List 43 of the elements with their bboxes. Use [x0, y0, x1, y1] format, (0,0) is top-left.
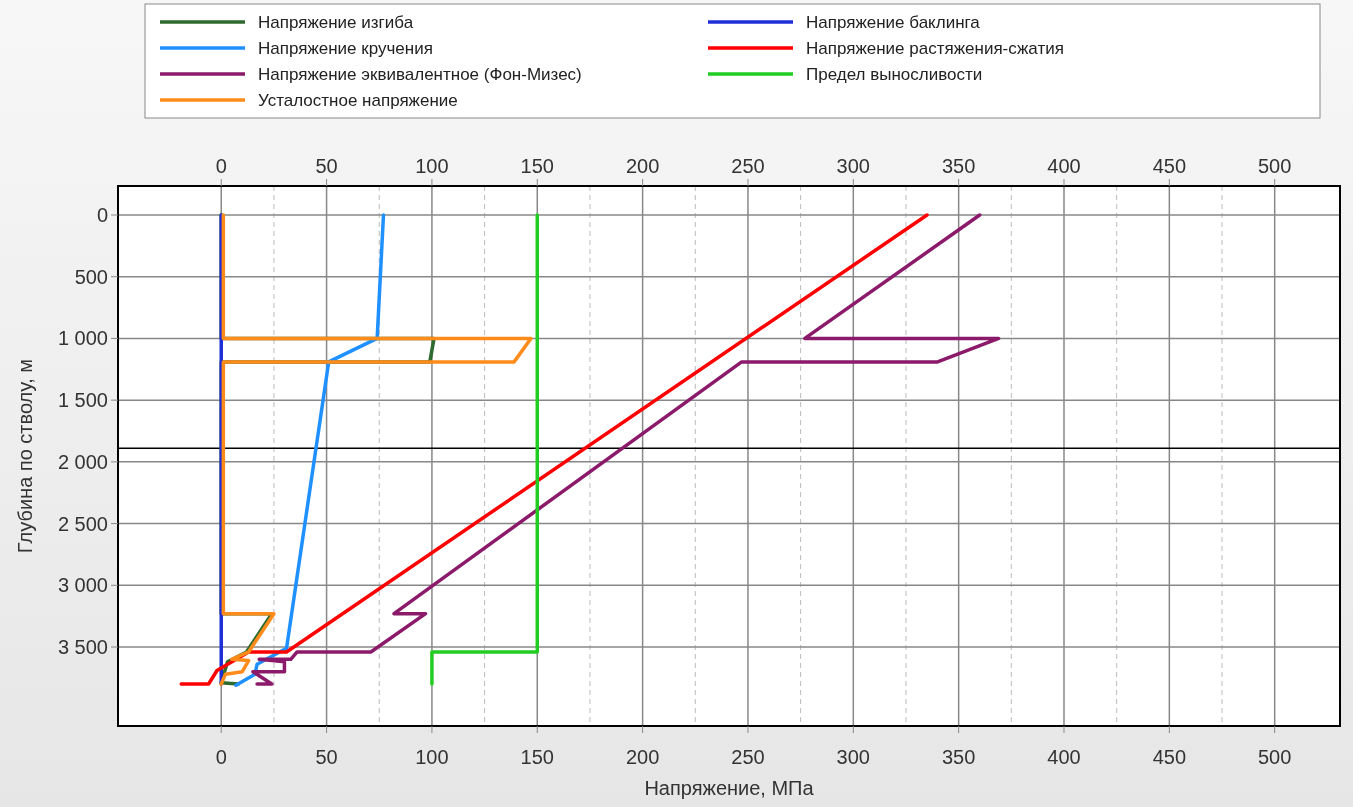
- legend-label: Усталостное напряжение: [258, 91, 458, 110]
- legend-label: Напряжение кручения: [258, 39, 433, 58]
- legend-label: Напряжение эквивалентное (Фон-Мизес): [258, 65, 582, 84]
- x-tick-label: 400: [1047, 155, 1081, 177]
- y-tick-label: 2 500: [57, 512, 108, 535]
- x2-tick-label: 150: [520, 746, 554, 768]
- x-axis-title: Напряжение, МПа: [644, 777, 815, 799]
- y-tick-label: 500: [74, 265, 108, 288]
- x-tick-label: 50: [315, 155, 338, 177]
- x-tick-label: 100: [415, 155, 449, 177]
- line-series: [179, 213, 929, 686]
- x2-tick-label: 300: [836, 746, 870, 768]
- legend-label: Напряжение изгиба: [258, 13, 414, 32]
- x2-tick-label: 400: [1047, 746, 1081, 768]
- x2-tick-label: 450: [1152, 746, 1187, 768]
- y-tick-label: 1 500: [57, 389, 108, 412]
- legend-label: Напряжение растяжения-сжатия: [806, 39, 1064, 58]
- y-tick-label: 3 000: [57, 574, 108, 597]
- y-tick-label: 1 000: [57, 327, 108, 350]
- x-tick-label: 150: [520, 155, 554, 177]
- x-tick-label: 200: [625, 155, 660, 177]
- legend-label: Предел выносливости: [806, 65, 983, 84]
- x-tick-label: 0: [215, 155, 227, 177]
- x-tick-label: 300: [836, 155, 870, 177]
- x-tick-label: 450: [1152, 155, 1187, 177]
- y-tick-label: 2 000: [57, 450, 108, 473]
- x2-tick-label: 200: [625, 746, 660, 768]
- x2-tick-label: 500: [1258, 746, 1292, 768]
- x2-tick-label: 250: [731, 746, 765, 768]
- x2-tick-label: 100: [415, 746, 449, 768]
- y-tick-label: 0: [96, 204, 108, 227]
- legend-label: Напряжение баклинга: [806, 13, 981, 32]
- x2-tick-label: 0: [215, 746, 227, 768]
- line-series: [251, 213, 1001, 686]
- line-series: [234, 213, 386, 688]
- x2-tick-label: 50: [315, 746, 338, 768]
- x2-tick-label: 350: [941, 746, 976, 768]
- x-tick-label: 500: [1258, 155, 1292, 177]
- x-tick-label: 350: [941, 155, 976, 177]
- x-tick-label: 250: [731, 155, 765, 177]
- y-axis-title: Глубина по стволу, м: [14, 358, 36, 554]
- line-series: [219, 213, 533, 686]
- y-tick-label: 3 500: [57, 636, 108, 659]
